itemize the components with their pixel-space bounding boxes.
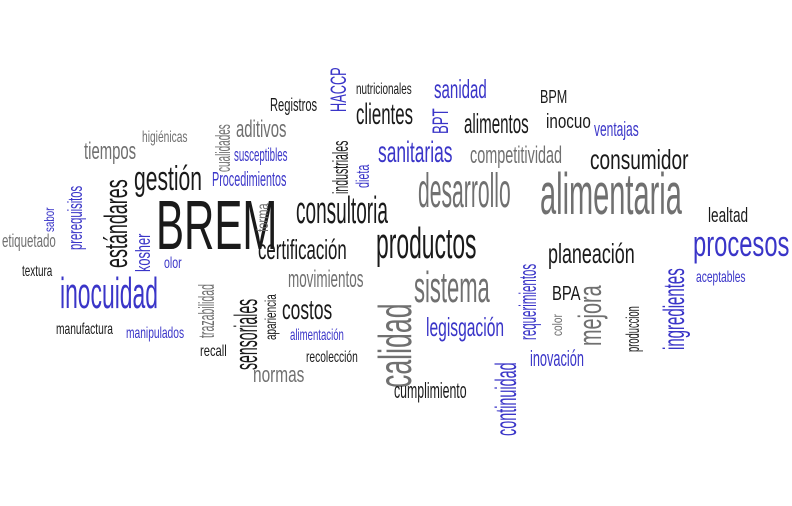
word-recoleccion: recolección <box>306 349 358 366</box>
word-textura: textura <box>22 263 53 280</box>
word-continuidad: continuidad <box>490 362 523 436</box>
word-dieta: dieta <box>353 164 373 188</box>
word-consultoria: consultoria <box>296 190 388 232</box>
word-alimentaria: alimentaria <box>540 162 682 227</box>
word-estandares: estándares <box>98 179 134 268</box>
word-desarrollo: desarrollo <box>418 165 511 218</box>
word-produccion: produccion <box>623 306 643 352</box>
word-calidad: calidad <box>369 303 421 388</box>
word-movimientos: movimientos <box>288 266 364 293</box>
word-haccp: HACCP <box>326 67 351 112</box>
word-susceptibles: susceptibles <box>234 145 288 165</box>
word-sanitarias: sanitarias <box>378 136 453 169</box>
word-procedimientos: Procedimientos <box>212 169 287 191</box>
word-certificacion: certificación <box>258 234 347 265</box>
word-lealtad: lealtad <box>708 205 749 227</box>
word-procesos: procesos <box>693 223 790 264</box>
word-bpa: BPA <box>552 283 581 305</box>
word-kosher: kosher <box>133 233 155 272</box>
word-trazabilidad: trazabilidad <box>194 283 219 338</box>
word-bpt: BPT <box>428 108 453 134</box>
word-manufactura: manufactura <box>56 321 113 338</box>
word-tiempos: tiempos <box>84 138 137 165</box>
word-nutricionales: nutricionales <box>356 81 412 98</box>
word-gestion: gestión <box>134 160 202 198</box>
word-legisgacion: legisgación <box>426 312 505 342</box>
word-clientes: clientes <box>356 98 413 131</box>
word-recall: recall <box>200 343 227 360</box>
word-forma: forma <box>255 203 272 232</box>
word-sensoriales: sensoriales <box>228 298 264 370</box>
word-sistema: sistema <box>414 263 490 312</box>
word-sabor: sabor <box>41 207 57 232</box>
word-productos: productos <box>376 219 477 268</box>
word-normas: normas <box>253 362 305 387</box>
word-planeacion: planeación <box>548 238 635 269</box>
word-ventajas: ventajas <box>594 119 639 141</box>
word-color: color <box>549 314 565 336</box>
word-requerimientos: requerimientos <box>515 263 542 340</box>
word-aditivos: aditivos <box>236 116 287 143</box>
word-inocuo: inocuo <box>546 111 591 133</box>
word-consumidor: consumidor <box>590 144 689 175</box>
word-cualidades: cualidades <box>213 124 235 172</box>
word-bpm: BPM <box>540 87 568 107</box>
word-brem: BREM <box>156 186 278 264</box>
word-olor: olor <box>164 255 182 272</box>
word-industriales: industriales <box>328 140 353 194</box>
word-aceptables: aceptables <box>696 269 746 286</box>
word-manipulados: manipulados <box>126 325 185 342</box>
word-higienicas: higiénicas <box>142 129 188 146</box>
word-alimentos: alimentos <box>464 108 529 139</box>
word-ingredientes: ingredientes <box>658 268 691 350</box>
word-inocuidad: inocuidad <box>60 269 158 318</box>
word-alimentacion: alimentación <box>290 327 344 344</box>
word-etiquetado: etiquetado <box>2 231 56 251</box>
word-registros: Registros <box>270 95 318 115</box>
word-apariencia: apariencia <box>263 294 280 340</box>
word-inovacion: inovación <box>530 346 584 371</box>
word-prerequisitos: prerequisitos <box>65 185 87 250</box>
word-costos: costos <box>282 294 333 325</box>
word-sanidad: sanidad <box>434 74 487 104</box>
word-competitividad: competitividad <box>470 142 563 169</box>
word-cumplimiento: cumplimiento <box>394 378 467 403</box>
